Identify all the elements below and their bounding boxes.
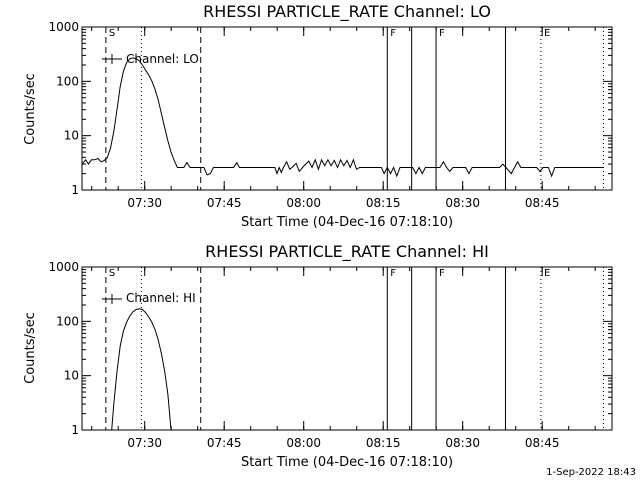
y-axis-label: Counts/sec — [23, 312, 38, 384]
panel-hi: RHESSI PARTICLE_RATE Channel: HI Start T… — [23, 242, 613, 470]
y-tick-label: 1000 — [48, 260, 79, 274]
plot-frame — [81, 266, 613, 431]
y-tick-label: 10 — [64, 129, 79, 143]
x-tick-label: 08:45 — [525, 436, 560, 450]
x-tick-label: 08:00 — [286, 196, 321, 210]
x-tick-label: 08:45 — [525, 196, 560, 210]
y-tick-label: 100 — [56, 314, 79, 328]
x-axis-label: Start Time (04-Dec-16 07:18:10) — [241, 455, 453, 470]
y-axis-label: Counts/sec — [23, 73, 38, 145]
chart-title: RHESSI PARTICLE_RATE Channel: LO — [203, 2, 491, 22]
x-tick-label: 07:30 — [127, 436, 162, 450]
footer-date: 1-Sep-2022 18:43 — [546, 467, 636, 478]
legend-label: Channel: LO — [126, 52, 199, 66]
y-tick-label: 1 — [71, 423, 79, 437]
event-marker-label: S — [109, 28, 115, 39]
x-tick-label: 08:30 — [445, 196, 480, 210]
event-marker-label: F — [390, 268, 396, 279]
x-tick-label: 08:15 — [366, 436, 401, 450]
x-tick-label: 08:30 — [445, 436, 480, 450]
series-line — [81, 57, 604, 178]
event-marker-label: F — [390, 28, 396, 39]
event-marker-label: F — [439, 268, 445, 279]
event-marker-label: E — [544, 28, 550, 39]
plot-frame — [81, 26, 613, 191]
x-axis-label: Start Time (04-Dec-16 07:18:10) — [241, 215, 453, 230]
x-tick-label: 07:30 — [127, 196, 162, 210]
series-line — [111, 308, 172, 431]
y-tick-label: 1000 — [48, 20, 79, 34]
y-tick-label: 10 — [64, 369, 79, 383]
event-marker-label: S — [109, 268, 115, 279]
y-tick-label: 100 — [56, 74, 79, 88]
x-tick-label: 07:45 — [207, 196, 242, 210]
event-marker-label: F — [439, 28, 445, 39]
chart-title: RHESSI PARTICLE_RATE Channel: HI — [205, 242, 489, 262]
legend-label: Channel: HI — [126, 291, 196, 305]
x-tick-label: 07:45 — [207, 436, 242, 450]
y-tick-label: 1 — [71, 183, 79, 197]
x-tick-label: 08:00 — [286, 436, 321, 450]
panel-lo: RHESSI PARTICLE_RATE Channel: LO Start T… — [23, 2, 613, 230]
event-marker-label: E — [544, 268, 550, 279]
x-tick-label: 08:15 — [366, 196, 401, 210]
